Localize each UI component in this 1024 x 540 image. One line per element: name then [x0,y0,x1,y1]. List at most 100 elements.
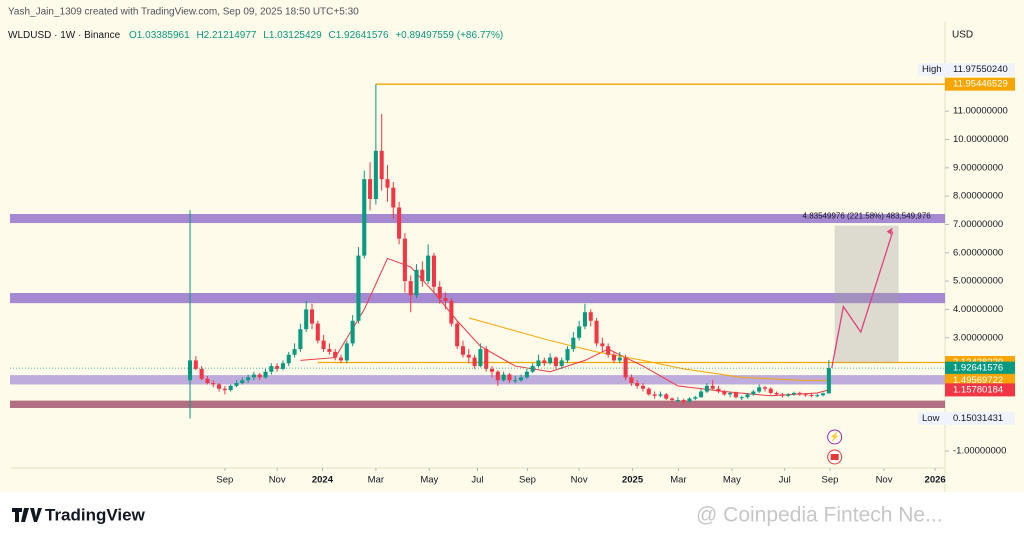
change: +0.89497559 (+86.77%) [395,30,503,41]
candle-body [304,309,309,330]
zone [10,213,945,224]
x-tick-label: 2026 [925,475,946,486]
candle-body [722,391,727,395]
candle-body [368,179,373,199]
candle-body [687,398,692,402]
candle-body [693,397,698,399]
candle-body [338,357,344,361]
candle-body [321,340,326,350]
candle-body [222,388,227,391]
credit: Yash_Jain_1309 created with TradingView.… [8,7,359,18]
y-tick-label: 9.00000000 [953,162,1003,173]
arrow-head [886,227,893,235]
candle-body [640,385,646,389]
watermark: @ Coinpedia Fintech Ne... [696,504,943,527]
brand: TradingView [45,505,146,524]
price-tag-label: 1.15780184 [953,384,1003,395]
candle-body [327,349,332,352]
candle-body [600,343,605,347]
y-tick-label: 7.00000000 [953,219,1003,230]
candle-body [710,385,715,389]
candle-body [466,354,471,358]
candle-body [489,368,495,372]
x-tick-label: Sep [519,475,536,486]
candle-body [333,351,338,358]
candle-body [402,238,407,282]
x-tick-label: May [420,475,438,486]
candle-body [269,366,274,372]
candle-body [211,383,216,385]
candle-body [199,368,204,379]
logo [12,508,42,522]
candle-body [472,357,477,367]
candle-body [791,392,797,395]
candle-body [780,394,785,396]
candle-body [606,346,611,355]
low-name: Low [922,413,940,424]
candle-body [762,387,768,389]
high-label: 11.97550240 [953,64,1008,75]
candle-body [565,349,570,361]
price-tag-label: 1.49569722 [953,375,1003,386]
symbol: WLDUSD · 1W · Binance [8,30,121,41]
zone [10,292,945,304]
candle-body [426,255,431,282]
candle-body [519,377,524,381]
price-tag [945,77,1015,91]
candle-body [431,255,436,287]
candle-body [513,380,518,382]
candle-body [733,392,738,398]
candle-body [629,377,634,384]
candle-body [803,394,808,396]
candle-body [611,354,617,361]
candle-body [414,269,419,296]
candle-body [309,309,315,324]
candle-body [217,384,222,389]
candle-body [658,394,663,396]
candle-body [455,323,460,347]
candle-body [728,392,733,395]
candle-body [786,394,791,396]
candle-body [582,312,587,327]
x-tick-label: Nov [876,475,893,486]
candle-body [559,360,564,367]
candle-body [408,281,413,296]
candle-body [298,329,303,350]
candle-body [495,371,500,381]
candle-body [745,394,750,398]
x-tick-label: Nov [571,475,588,486]
y-tick-label: -1.00000000 [953,446,1006,457]
candle-body [704,385,709,392]
candle-body [797,392,802,395]
flag-glyph [830,454,839,460]
candle-body [385,179,390,188]
candle-body [251,374,256,378]
open: O1.03385961 [129,30,190,41]
candle-body [315,323,320,341]
candle-body [809,394,814,396]
candle-body [536,360,541,367]
candle-body [292,349,297,355]
candle-body [257,374,262,378]
candle-body [635,383,640,386]
projection-arrow [831,231,894,369]
candle-body [681,400,686,402]
candle-body [228,385,233,391]
legend: WLDUSD · 1W · Binance O1.03385961 H2.212… [8,30,503,41]
x-tick-label: Nov [269,475,286,486]
candle-body [664,394,669,399]
zone [10,375,945,385]
projection-box [834,225,899,363]
candle-body [577,326,582,338]
candle-body [675,400,680,402]
zone [10,400,945,408]
candle-body [699,391,704,398]
price-tag-label: 1.92641576 [953,363,1003,374]
candle-body [449,300,454,324]
candle-body [193,360,198,369]
y-tick-label: 6.00000000 [953,247,1003,258]
candle-body [280,363,285,369]
candle-body [530,366,535,372]
candle-body [460,346,466,355]
